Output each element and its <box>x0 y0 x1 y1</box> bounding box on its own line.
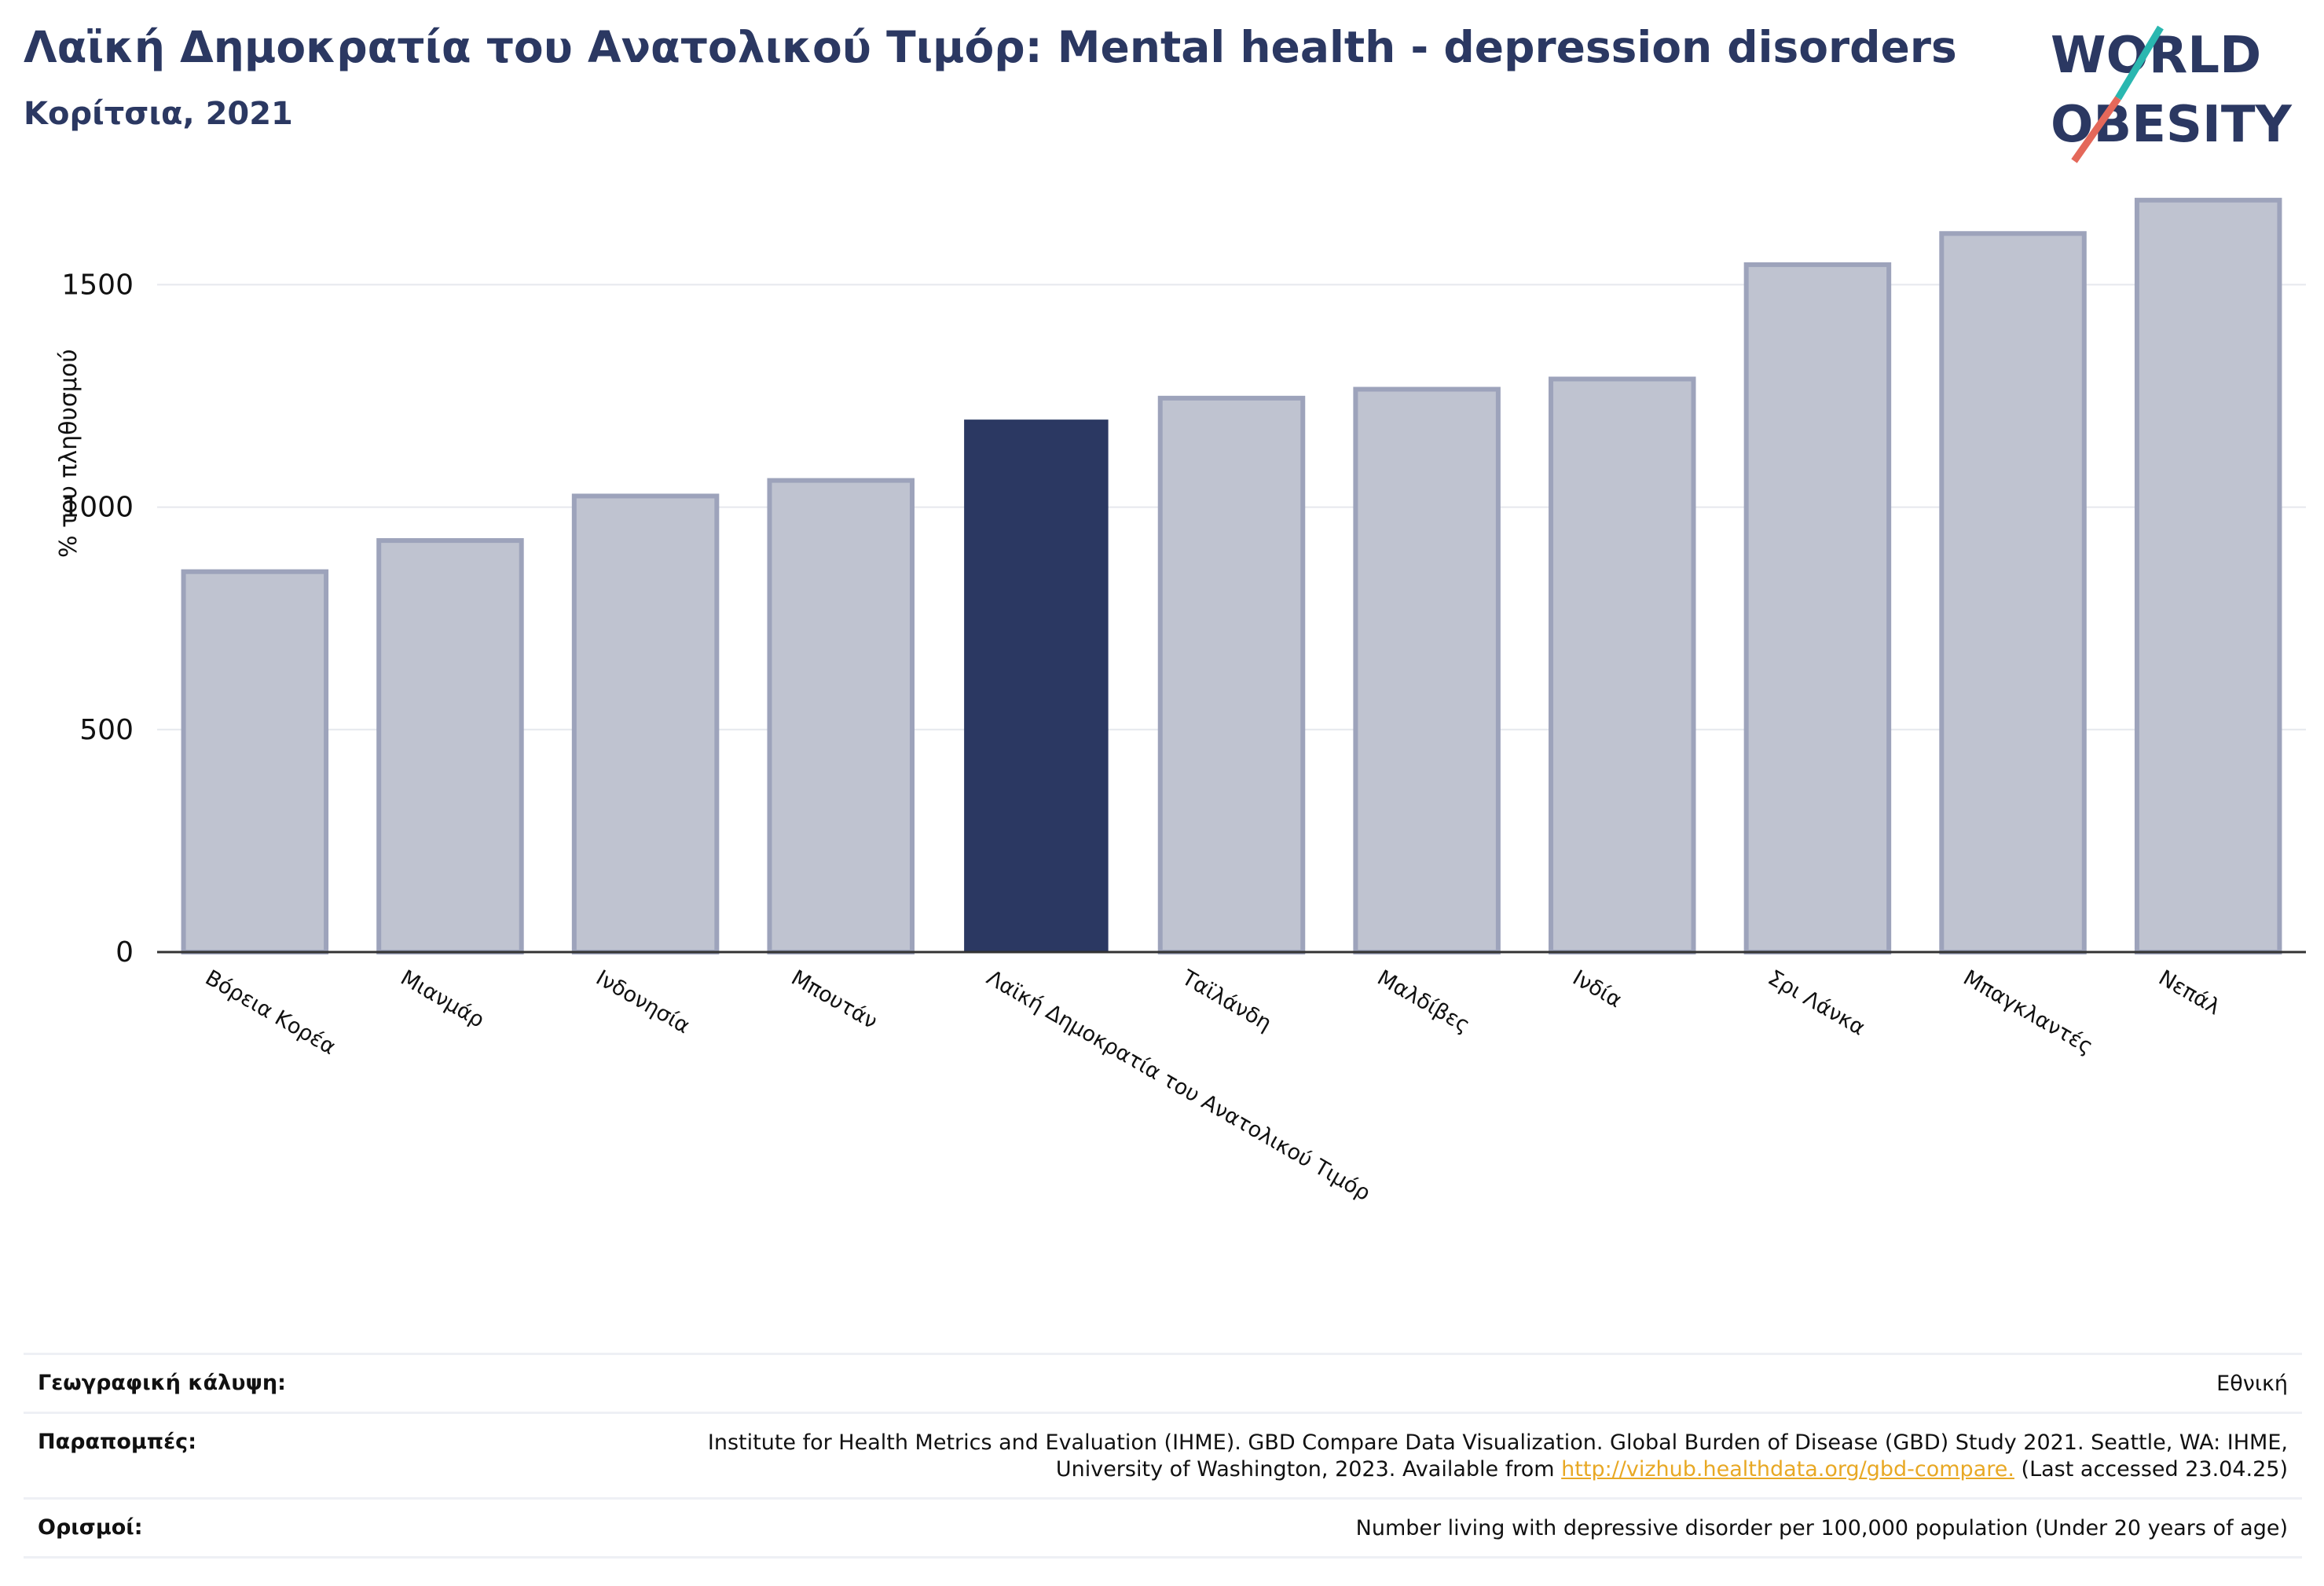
references-accessed: (Last accessed 23.04.25) <box>2021 1457 2288 1482</box>
footer-table: Γεωγραφική κάλυψη: Εθνική Παραπομπές: In… <box>24 1353 2302 1559</box>
bar <box>2134 197 2282 954</box>
y-tick-label: 1000 <box>61 492 134 524</box>
y-tick-label: 1500 <box>61 269 134 301</box>
x-tick-label: Ινδία <box>1568 965 1626 1013</box>
footer-row-definitions: Ορισμοί: Number living with depressive d… <box>24 1497 2302 1559</box>
x-tick-label: Λαϊκή Δημοκρατία του Ανατολικού Τιμόρ <box>982 965 1374 1206</box>
bar <box>1157 395 1306 955</box>
y-tick-label: 500 <box>79 714 134 746</box>
references-label: Παραπομπές: <box>38 1430 196 1454</box>
x-tick-label: Μιανμάρ <box>396 965 488 1033</box>
x-tick-label: Μαλδίβες <box>1373 965 1474 1038</box>
x-tick-label: Σρι Λάνκα <box>1764 965 1869 1040</box>
references-link[interactable]: http://vizhub.healthdata.org/gbd-compare… <box>1561 1457 2014 1482</box>
x-tick-label: Νεπάλ <box>2154 965 2224 1020</box>
x-tick-label: Βόρεια Κορέα <box>201 965 340 1060</box>
logo-slash-teal <box>2115 25 2164 101</box>
footer-row-coverage: Γεωγραφική κάλυψη: Εθνική <box>24 1353 2302 1412</box>
bar <box>767 478 915 954</box>
logo-slash-red <box>2071 96 2121 163</box>
chart-title: Λαϊκή Δημοκρατία του Ανατολικού Τιμόρ: M… <box>24 22 1957 72</box>
logo-word-2: OBESITY <box>2051 96 2292 154</box>
references-value: Institute for Health Metrics and Evaluat… <box>638 1430 2288 1483</box>
bar <box>1939 231 2087 955</box>
chart-subtitle: Κορίτσια, 2021 <box>24 96 293 132</box>
bar <box>376 538 524 954</box>
references-text: Institute for Health Metrics and Evaluat… <box>707 1430 2288 1482</box>
x-tick-label: Μπουτάν <box>787 965 882 1034</box>
world-obesity-logo: WORLD OBESITY <box>2051 25 2292 163</box>
bar <box>1549 376 1696 954</box>
x-tick-label: Ταϊλάνδη <box>1177 965 1275 1036</box>
bar <box>964 419 1109 953</box>
bar <box>571 493 720 954</box>
definitions-value: Number living with depressive disorder p… <box>1355 1516 2288 1540</box>
bar <box>1743 262 1892 954</box>
x-tick-label: Ινδονησία <box>592 965 694 1038</box>
coverage-value: Εθνική <box>2216 1372 2288 1396</box>
y-tick-label: 0 <box>115 936 134 969</box>
coverage-label: Γεωγραφική κάλυψη: <box>38 1371 286 1395</box>
x-tick-label: Μπαγκλαντές <box>1959 965 2098 1059</box>
bar <box>1353 386 1501 954</box>
bar <box>181 569 329 955</box>
bar-chart: 0 500 1000 1500 Βόρεια Κορέα Μιανμάρ Ινδονησία… <box>61 197 2306 1206</box>
definitions-label: Ορισμοί: <box>38 1515 143 1540</box>
footer-row-references: Παραπομπές: Institute for Health Metrics… <box>24 1412 2302 1497</box>
